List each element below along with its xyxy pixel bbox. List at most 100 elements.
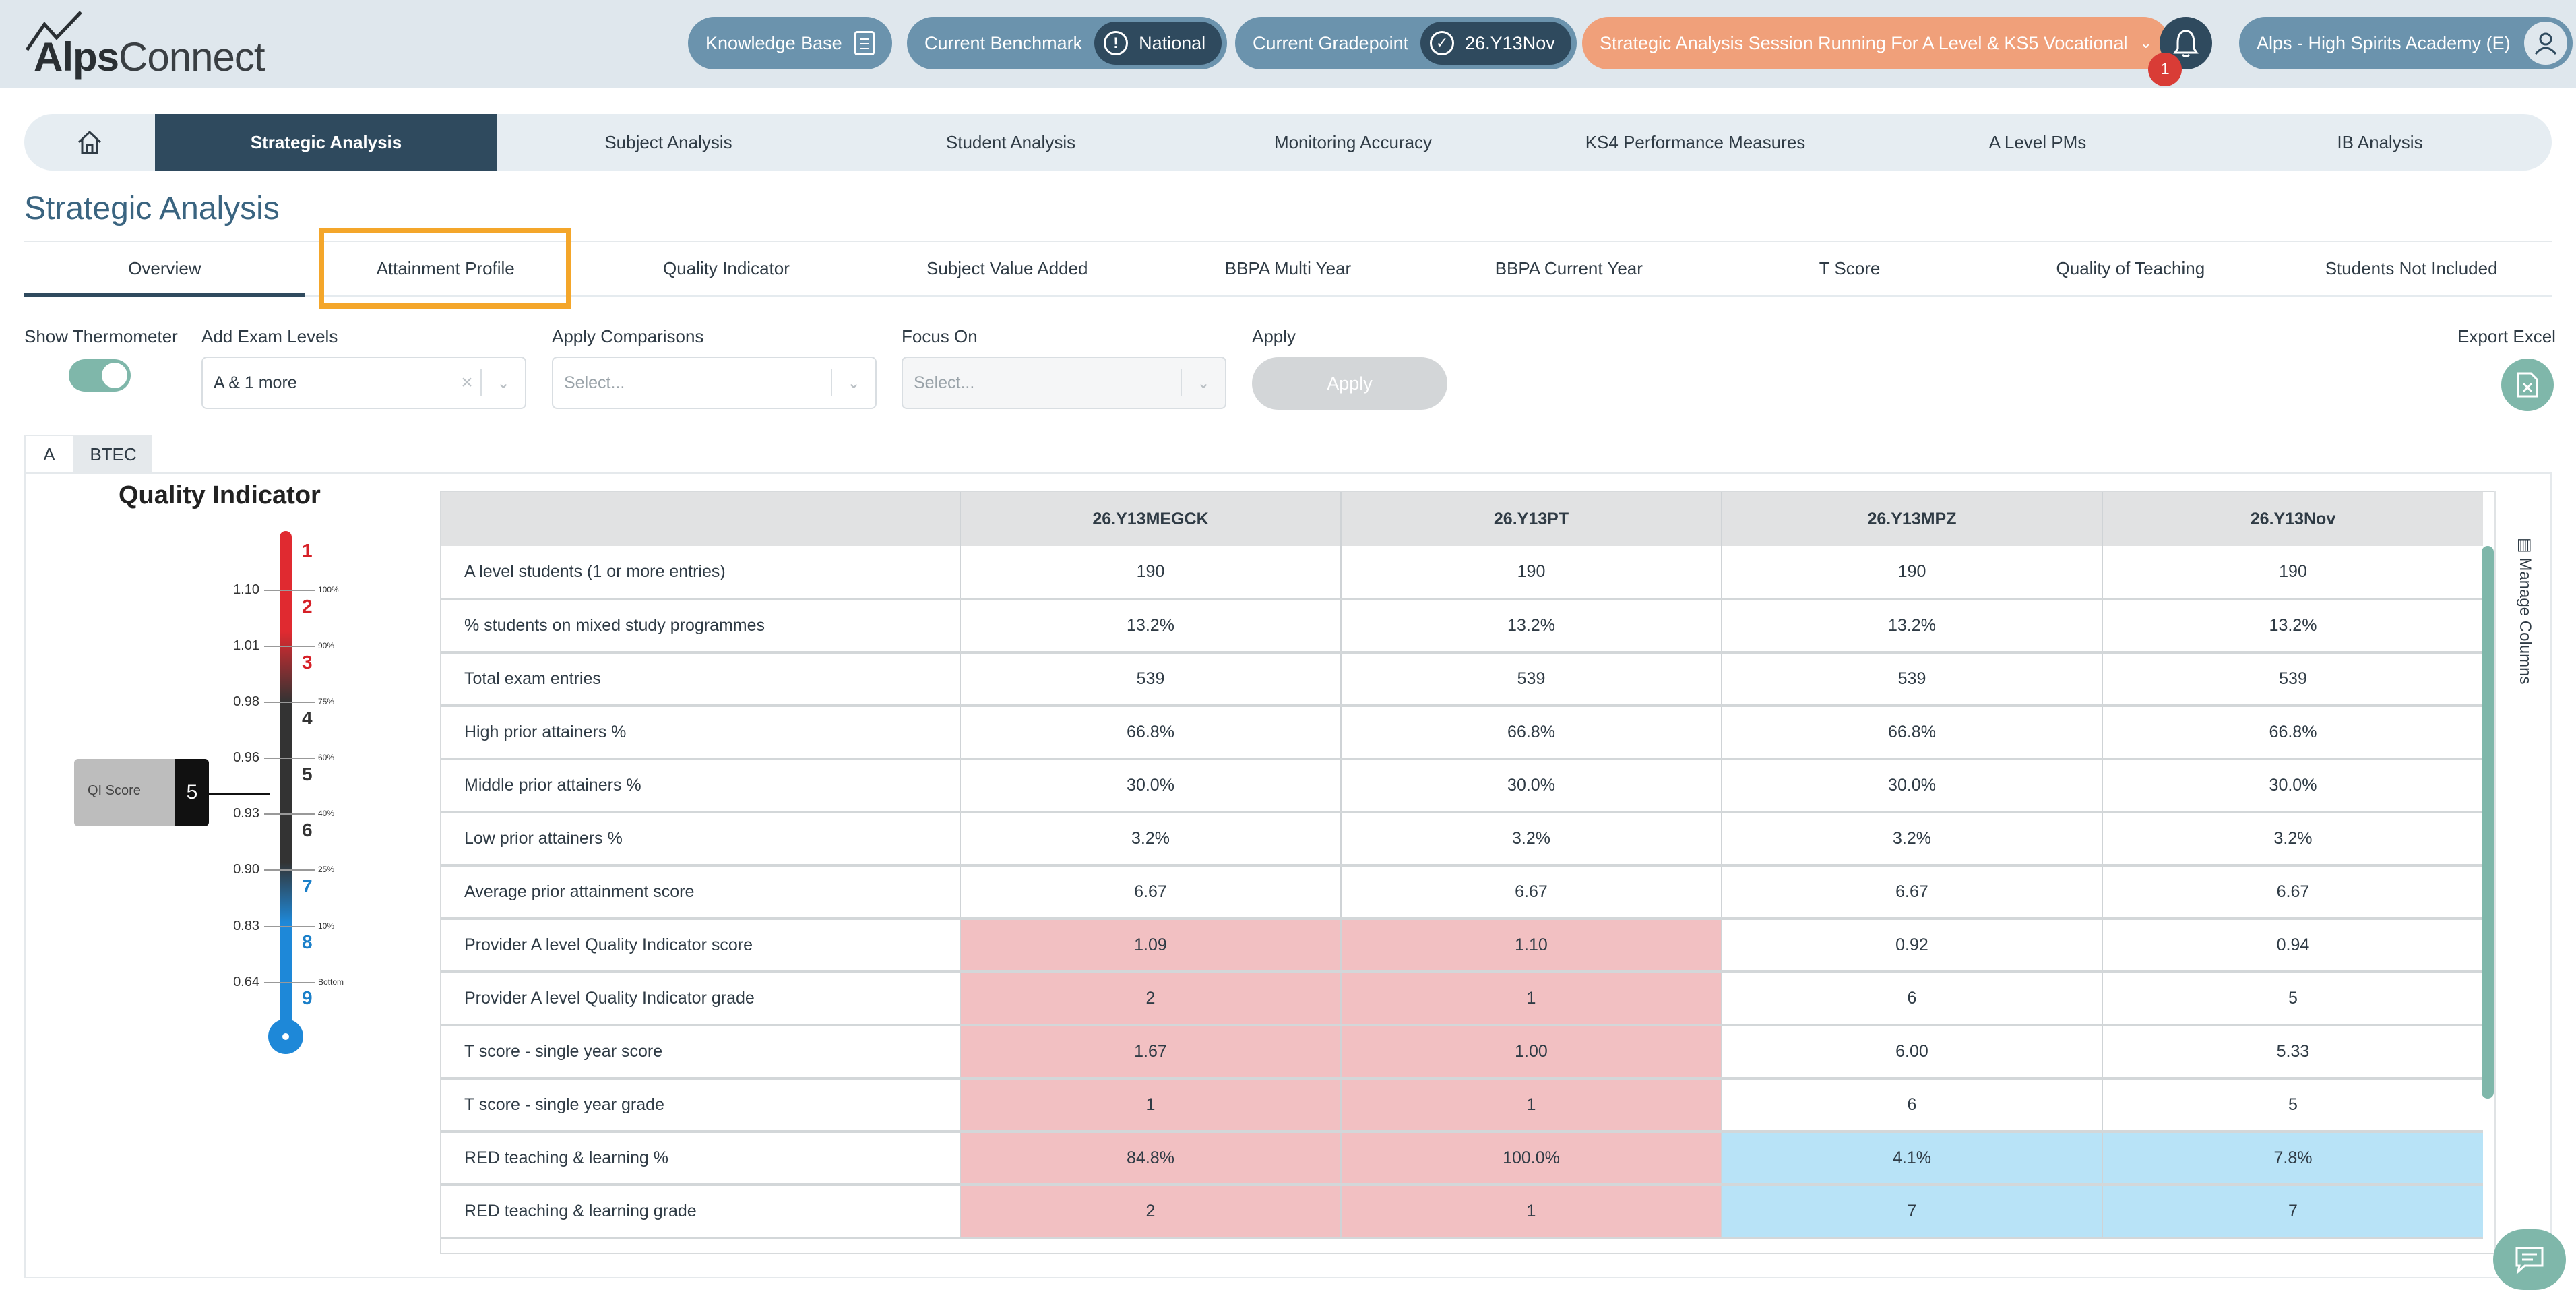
table-cell: 1 <box>1340 972 1722 1026</box>
row-label: High prior attainers % <box>441 706 960 760</box>
session-dropdown[interactable]: Strategic Analysis Session Running For A… <box>1582 17 2170 69</box>
chevron-down-icon[interactable]: ⌄ <box>496 373 511 392</box>
comparisons-select[interactable]: Select... ⌄ <box>552 357 877 409</box>
tab-overview[interactable]: Overview <box>24 242 305 297</box>
thermometer-value: 1.01 <box>233 638 259 653</box>
column-header[interactable]: 26.Y13PT <box>1340 492 1722 546</box>
thermometer-percentile: 100% <box>318 585 339 594</box>
table-cell: 6.67 <box>1340 865 1722 920</box>
nav-a-level-pms[interactable]: A Level PMs <box>1988 131 2087 152</box>
table-cell: 6.00 <box>1721 1025 2102 1080</box>
tab-bbpa-current-year[interactable]: BBPA Current Year <box>1495 257 1643 278</box>
attainment-profile-highlight <box>319 228 571 309</box>
tab-quality-indicator[interactable]: Quality Indicator <box>663 257 790 278</box>
strategic-table: 26.Y13MEGCK 26.Y13PT 26.Y13MPZ 26.Y13Nov… <box>441 492 2483 1239</box>
chevron-down-icon[interactable]: ⌄ <box>846 373 861 392</box>
thermometer-tick <box>264 702 315 703</box>
current-benchmark-button[interactable]: Current Benchmark ! National <box>907 17 1228 69</box>
thermometer-tick <box>264 869 315 871</box>
thermometer-percentile: 25% <box>318 865 335 874</box>
data-table-container: 26.Y13MEGCK 26.Y13PT 26.Y13MPZ 26.Y13Nov… <box>440 491 2495 1254</box>
table-scrollbar[interactable] <box>2482 546 2494 1099</box>
apply-button[interactable]: Apply <box>1252 357 1447 410</box>
thermometer-value: 0.83 <box>233 919 259 933</box>
table-cell: 66.8% <box>1721 706 2102 760</box>
benchmark-label: Current Benchmark <box>924 32 1083 53</box>
apply-label: Apply <box>1252 326 1296 346</box>
nav-strategic-analysis[interactable]: Strategic Analysis <box>155 114 497 171</box>
show-thermometer-toggle[interactable] <box>69 359 131 392</box>
tab-quality-of-teaching[interactable]: Quality of Teaching <box>2056 257 2205 278</box>
table-row: Middle prior attainers % 30.0% 30.0% 30.0% 3… <box>441 759 2483 813</box>
chat-button[interactable] <box>2493 1229 2566 1290</box>
school-account-button[interactable]: Alps - High Spirits Academy (E) <box>2239 17 2573 69</box>
table-cell: 30.0% <box>1340 759 1722 813</box>
tab-attainment-profile[interactable]: Attainment Profile <box>376 257 515 278</box>
thermometer-tick <box>264 646 315 647</box>
table-cell: 6 <box>1721 1078 2102 1133</box>
table-row: Low prior attainers % 3.2% 3.2% 3.2% 3.2% <box>441 812 2483 867</box>
current-gradepoint-button[interactable]: Current Gradepoint ✓ 26.Y13Nov <box>1235 17 1577 69</box>
table-cell: 1.67 <box>960 1025 1341 1080</box>
nav-student-analysis[interactable]: Student Analysis <box>945 131 1076 152</box>
table-row: Average prior attainment score 6.67 6.67 6.… <box>441 865 2483 920</box>
tab-students-not-included[interactable]: Students Not Included <box>2325 257 2498 278</box>
notification-badge: 1 <box>2148 53 2182 86</box>
tab-subject-value-added[interactable]: Subject Value Added <box>926 257 1088 278</box>
table-cell: 7.8% <box>2102 1132 2483 1186</box>
table-cell: 190 <box>2102 546 2483 600</box>
table-row: Provider A level Quality Indicator grade… <box>441 972 2483 1026</box>
column-header[interactable]: 26.Y13MEGCK <box>960 492 1341 546</box>
session-label: Strategic Analysis Session Running For A… <box>1600 32 2128 53</box>
export-excel-button[interactable] <box>2501 359 2554 411</box>
thermometer-percentile: Bottom <box>318 977 344 987</box>
focus-on-select[interactable]: Select... ⌄ <box>902 357 1226 409</box>
row-label: Provider A level Quality Indicator score <box>441 919 960 973</box>
tab-bbpa-multi-year[interactable]: BBPA Multi Year <box>1224 257 1352 278</box>
exam-levels-select[interactable]: A & 1 more × ⌄ <box>201 357 526 409</box>
column-header[interactable]: 26.Y13Nov <box>2102 492 2483 546</box>
nav-ks4-performance-measures[interactable]: KS4 Performance Measures <box>1585 131 1806 152</box>
tab-t-score[interactable]: T Score <box>1819 257 1881 278</box>
thermometer-grade: 4 <box>302 708 313 729</box>
thermometer-grade: 6 <box>302 820 313 840</box>
column-header[interactable]: 26.Y13MPZ <box>1721 492 2102 546</box>
table-cell: 13.2% <box>2102 599 2483 654</box>
table-cell: 30.0% <box>960 759 1341 813</box>
thermometer-grade: 5 <box>302 764 313 784</box>
nav-ib-analysis[interactable]: IB Analysis <box>2337 131 2423 152</box>
thermometer-percentile: 90% <box>318 641 335 650</box>
table-cell: 6.67 <box>1721 865 2102 920</box>
manage-columns-button[interactable]: ▤ Manage Columns <box>2494 491 2552 1254</box>
table-cell: 13.2% <box>1340 599 1722 654</box>
show-thermometer-label: Show Thermometer <box>24 326 178 346</box>
table-cell: 1 <box>960 1078 1341 1133</box>
table-cell: 539 <box>1340 652 1722 707</box>
row-label: T score - single year grade <box>441 1078 960 1133</box>
table-cell: 66.8% <box>1340 706 1722 760</box>
level-tab-a[interactable]: A <box>24 435 74 472</box>
knowledge-base-button[interactable]: Knowledge Base <box>688 17 892 69</box>
nav-monitoring-accuracy[interactable]: Monitoring Accuracy <box>1274 131 1433 152</box>
row-label: T score - single year score <box>441 1025 960 1080</box>
table-cell: 1.00 <box>1340 1025 1722 1080</box>
table-cell: 5 <box>2102 1078 2483 1133</box>
table-cell: 66.8% <box>960 706 1341 760</box>
table-cell: 190 <box>960 546 1341 600</box>
alps-connect-logo[interactable]: AlpsConnect <box>24 9 280 80</box>
thermometer-grade: 1 <box>302 540 313 561</box>
knowledge-base-label: Knowledge Base <box>705 32 842 53</box>
level-tabs: A BTEC <box>24 435 152 472</box>
level-tab-btec[interactable]: BTEC <box>74 435 152 472</box>
table-cell: 4.1% <box>1721 1132 2102 1186</box>
table-row: T score - single year score 1.67 1.00 6.00 5… <box>441 1025 2483 1080</box>
home-button[interactable] <box>24 114 155 171</box>
table-row: RED teaching & learning % 84.8% 100.0% 4.1%… <box>441 1132 2483 1186</box>
comparisons-placeholder: Select... <box>564 373 625 392</box>
table-cell: 6.67 <box>960 865 1341 920</box>
chevron-down-icon[interactable]: ⌄ <box>1196 373 1211 392</box>
logo-part1: Alps <box>34 34 119 80</box>
thermometer-value: 0.98 <box>233 694 259 709</box>
clear-icon[interactable]: × <box>461 371 473 394</box>
nav-subject-analysis[interactable]: Subject Analysis <box>604 131 732 152</box>
